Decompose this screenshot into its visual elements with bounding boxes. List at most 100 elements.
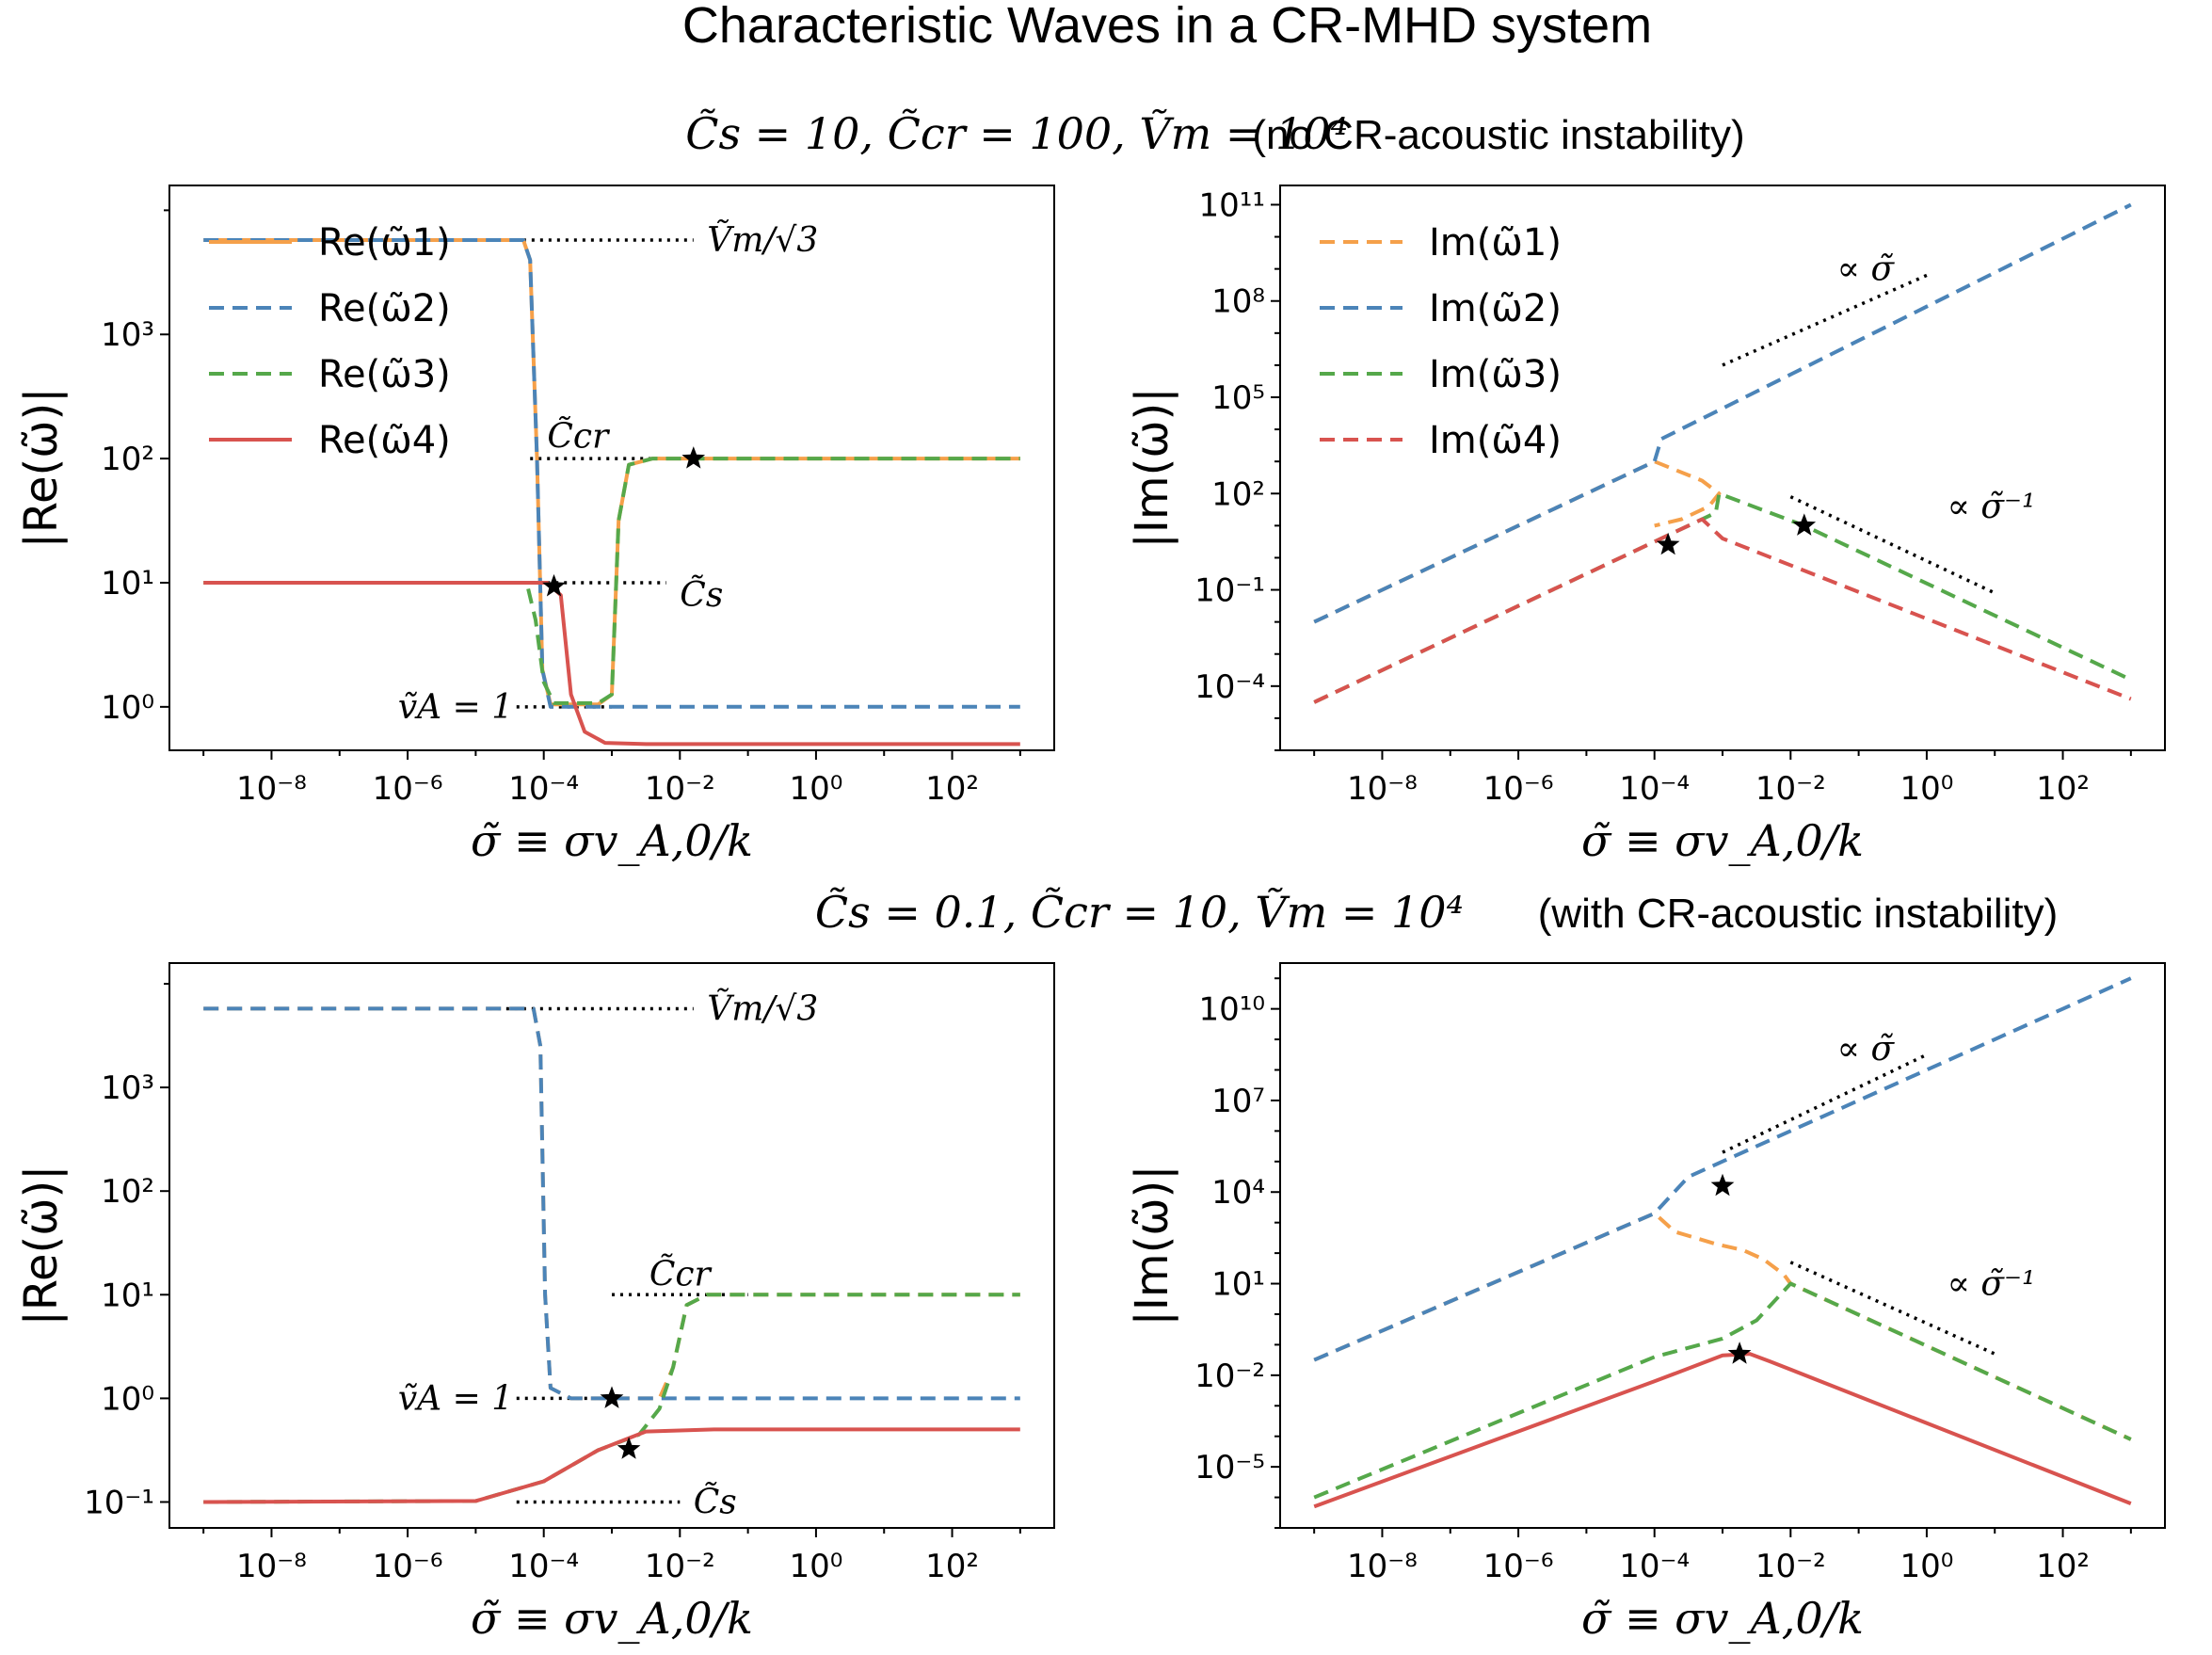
y-tick-label: 10⁻¹ — [1194, 572, 1265, 610]
x-tick-label: 10⁻⁶ — [1483, 770, 1554, 808]
figure-title: Characteristic Waves in a CR-MHD system — [682, 0, 1652, 54]
x-tick-label: 10⁻⁸ — [236, 1548, 307, 1585]
star-marker — [542, 573, 566, 597]
x-tick-label: 10⁻⁴ — [1619, 770, 1690, 808]
series-omega2 — [203, 238, 1020, 709]
x-tick-label: 10² — [925, 770, 979, 808]
legend-entry: Re(ω̃2) — [318, 287, 451, 330]
y-tick-label: 10² — [101, 1173, 154, 1211]
y-axis-label: |Im(ω̃)| — [1126, 388, 1178, 549]
x-tick-label: 10⁻⁴ — [1619, 1548, 1690, 1585]
x-tick-label: 10⁻⁶ — [1483, 1548, 1554, 1585]
x-tick-label: 10⁻² — [1755, 1548, 1826, 1585]
x-tick-label: 10⁻⁶ — [373, 1548, 443, 1585]
x-tick-label: 10⁰ — [789, 770, 842, 808]
x-tick-label: 10² — [2036, 1548, 2090, 1585]
x-tick-label: 10⁻⁸ — [1347, 770, 1418, 808]
y-tick-label: 10⁻⁴ — [1194, 668, 1265, 706]
y-tick-label: 10⁷ — [1211, 1083, 1265, 1120]
row-label-bottom: C̃s = 0.1, C̃cr = 10, Ṽm = 10⁴ — [815, 887, 1464, 938]
x-axis-label: σ̃ ≡ σv_A,0/k — [471, 815, 753, 866]
y-tick-label: 10² — [1211, 475, 1265, 513]
annotation: C̃cr — [649, 1255, 713, 1294]
series-omega4 — [1313, 1352, 2132, 1509]
plot-area — [1313, 202, 2132, 704]
legend-entry: Im(ω̃4) — [1429, 419, 1562, 462]
row-label-bottom-note: (with CR-acoustic instability) — [1538, 891, 2059, 937]
guide-line — [1722, 273, 1928, 367]
x-tick-label: 10⁻² — [645, 1548, 715, 1585]
y-axis-label: |Re(ω̃)| — [15, 1165, 68, 1326]
legend-entry: Re(ω̃4) — [318, 419, 451, 462]
plot-frame — [1279, 185, 2166, 751]
chart-im_top: 10⁻⁸ 10⁻⁶ 10⁻⁴ 10⁻² 10⁰ 10² 10⁻⁴ 10⁻¹ 10² 10⁵ 10⁸ 1… — [1126, 185, 2166, 866]
plot-area — [203, 1006, 1020, 1504]
star-marker — [681, 446, 706, 469]
annotation: Ṽm/√3 — [707, 220, 818, 260]
legend: Im(ω̃1) Im(ω̃2) Im(ω̃3) Im(ω̃4) — [1320, 221, 1562, 462]
star-marker — [1710, 1173, 1735, 1197]
x-tick-label: 10⁻⁴ — [508, 1548, 579, 1585]
y-tick-label: 10⁻¹ — [84, 1484, 154, 1521]
x-tick-label: 10⁻² — [1755, 770, 1826, 808]
y-tick-label: 10¹⁰ — [1198, 991, 1265, 1029]
series-omega2 — [1313, 202, 2132, 624]
annotation: ṽA = 1 — [398, 688, 513, 727]
y-tick-label: 10⁵ — [1211, 379, 1265, 417]
annotation: ṽA = 1 — [398, 1379, 513, 1418]
legend-entry: Im(ω̃2) — [1429, 287, 1562, 330]
series-omega1 — [1313, 1211, 2132, 1441]
y-tick-label: 10⁻² — [1194, 1358, 1265, 1395]
chart-im_bottom: 10⁻⁸ 10⁻⁶ 10⁻⁴ 10⁻² 10⁰ 10² 10⁻⁵ 10⁻² 10¹ 10⁴ 10⁷ 1… — [1126, 962, 2166, 1644]
series-omega4 — [1313, 517, 2132, 704]
y-axis-label: |Im(ω̃)| — [1126, 1165, 1178, 1326]
annotation: ∝ σ̃ — [1837, 1030, 1896, 1069]
plot-area — [1313, 976, 2132, 1509]
x-tick-label: 10² — [925, 1548, 979, 1585]
series-omega2 — [1313, 976, 2132, 1362]
y-tick-label: 10³ — [101, 1069, 154, 1107]
star-marker — [1656, 532, 1680, 555]
guide-line — [1722, 1052, 1928, 1154]
star-marker — [1727, 1342, 1752, 1364]
row-label-top: C̃s = 10, C̃cr = 100, Ṽm = 10⁴ — [685, 108, 1348, 159]
legend-entry: Re(ω̃3) — [318, 353, 451, 396]
legend-entry: Im(ω̃1) — [1429, 221, 1562, 265]
series-omega1 — [203, 1006, 1020, 1401]
y-tick-label: 10⁰ — [101, 1380, 154, 1418]
star-marker — [1792, 513, 1817, 536]
x-tick-label: 10⁻² — [645, 770, 715, 808]
y-tick-label: 10¹ — [1211, 1266, 1265, 1304]
x-tick-label: 10⁻⁴ — [508, 770, 579, 808]
star-marker — [617, 1437, 641, 1459]
x-tick-label: 10⁻⁶ — [373, 770, 443, 808]
chart-re_top: 10⁻⁸ 10⁻⁶ 10⁻⁴ 10⁻² 10⁰ 10² 10⁰ 10¹ 10² 10³ σ̃ ≡ σ… — [15, 185, 1055, 866]
annotation: ∝ σ̃⁻¹ — [1948, 1265, 2036, 1304]
series-omega2 — [203, 1006, 1020, 1401]
guide-line — [1789, 495, 1996, 595]
x-tick-label: 10² — [2036, 770, 2090, 808]
y-tick-label: 10¹ — [101, 565, 154, 603]
chart-re_bottom: 10⁻⁸ 10⁻⁶ 10⁻⁴ 10⁻² 10⁰ 10² 10⁻¹ 10⁰ 10¹ 10² 10³ σ̃… — [15, 962, 1055, 1644]
legend-entry: Im(ω̃3) — [1429, 353, 1562, 396]
annotation: ∝ σ̃⁻¹ — [1948, 488, 2036, 526]
x-tick-label: 10⁻⁸ — [236, 770, 307, 808]
x-tick-label: 10⁻⁸ — [1347, 1548, 1418, 1585]
series-omega3 — [1313, 1281, 2132, 1500]
annotation: C̃s — [694, 1483, 737, 1522]
star-marker — [600, 1386, 624, 1408]
y-tick-label: 10¹¹ — [1198, 186, 1265, 224]
y-tick-label: 10⁴ — [1211, 1174, 1265, 1212]
annotation: Ṽm/√3 — [707, 988, 818, 1028]
legend: Re(ω̃1) Re(ω̃2) Re(ω̃3) Re(ω̃4) — [209, 221, 451, 462]
y-tick-label: 10⁸ — [1211, 283, 1265, 321]
y-tick-label: 10⁰ — [101, 689, 154, 727]
x-tick-label: 10⁰ — [789, 1548, 842, 1585]
y-tick-label: 10⁻⁵ — [1194, 1449, 1265, 1486]
y-tick-label: 10¹ — [101, 1277, 154, 1314]
x-axis-label: σ̃ ≡ σv_A,0/k — [1581, 1593, 1864, 1644]
x-axis-label: σ̃ ≡ σv_A,0/k — [1581, 815, 1864, 866]
guide-line — [1789, 1261, 1996, 1356]
annotation: C̃cr — [547, 417, 610, 457]
